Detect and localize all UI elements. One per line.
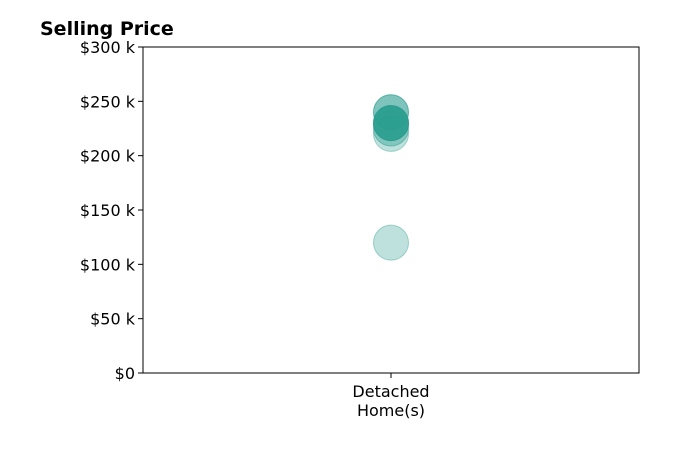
y-tick-label: $200 k [80, 147, 136, 166]
data-point [373, 224, 409, 261]
y-tick-label: $100 k [80, 255, 136, 274]
x-axis: Detached Home(s) [352, 373, 430, 420]
data-points [373, 94, 409, 261]
x-tick-label: Detached Home(s) [352, 382, 429, 420]
y-tick-label: $0 [115, 364, 135, 383]
y-tick-label: $50 k [90, 310, 136, 329]
y-tick-label: $150 k [80, 201, 136, 220]
data-point [373, 105, 409, 142]
y-tick-label: $250 k [80, 92, 136, 111]
y-axis: $0 $50 k $100 k $150 k $200 k $250 k $300 k [80, 38, 143, 383]
chart-title: Selling Price [40, 18, 174, 40]
y-tick-label: $300 k [80, 38, 136, 57]
